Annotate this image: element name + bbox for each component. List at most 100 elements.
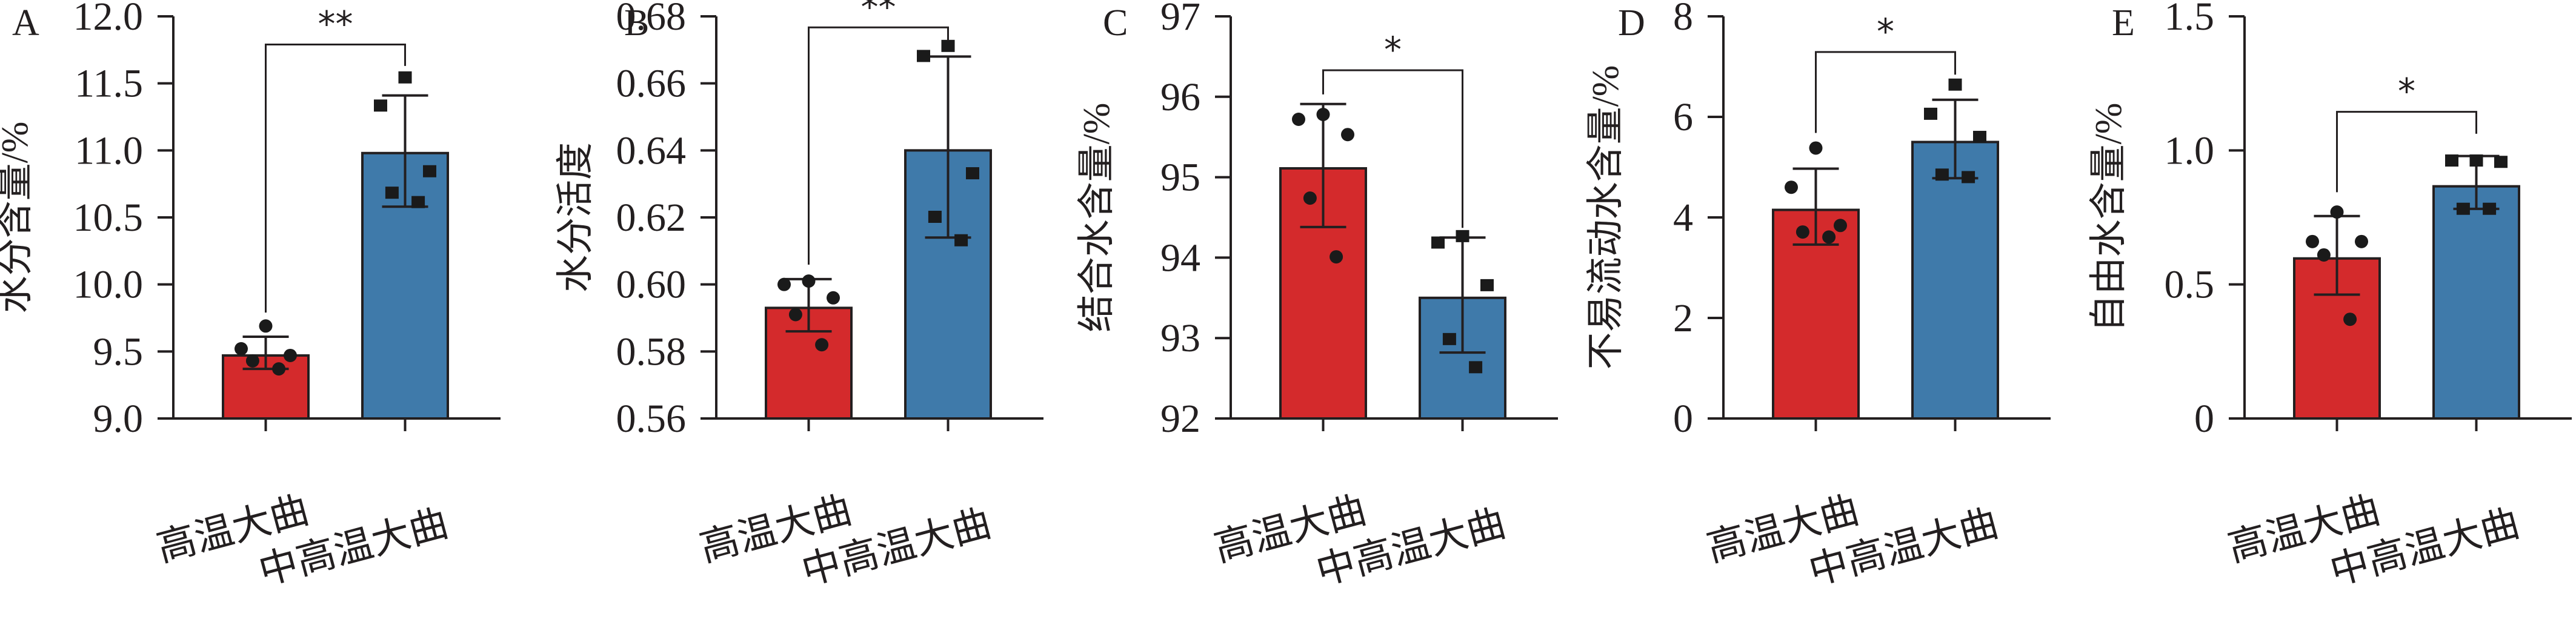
y-axis-title: 水分含量/% [0,122,36,314]
y-tick-label: 0.5 [2165,263,2215,307]
y-tick-label: 8 [1673,0,1693,39]
y-tick-label: 1.5 [2165,0,2215,39]
significance-bracket [1322,69,1463,228]
y-tick-label: 1.0 [2165,128,2215,173]
data-point-square [374,99,387,112]
y-axis-title: 结合水含量/% [1076,103,1117,332]
y-tick-label: 0.62 [616,196,687,240]
data-point-circle [2317,248,2331,262]
y-tick-label: 0 [1673,397,1693,441]
data-point-circle [2330,205,2344,219]
y-tick-label: 0.56 [616,397,687,441]
data-point-square [928,211,942,223]
data-point-circle [235,342,248,355]
data-point-circle [1834,219,1847,233]
y-tick-label: 6 [1673,95,1693,139]
y-tick-label: 12.0 [73,0,144,39]
panel-label: B [624,2,649,44]
data-point-circle [1809,141,1823,155]
data-point-square [1442,332,1456,345]
data-point-circle [1330,250,1343,264]
significance-bracket [808,26,949,265]
data-point-square [2469,154,2483,167]
y-tick-label: 97 [1160,0,1200,39]
data-point-square [1935,168,1949,181]
y-tick-label: 93 [1160,316,1200,360]
data-point-square [411,196,425,208]
data-point-square [1973,131,1986,144]
data-point-square [2445,154,2458,167]
data-point-circle [788,308,802,322]
data-point-square [917,50,930,62]
significance-label: * [1384,29,1402,70]
data-point-square [941,39,955,52]
y-tick-label: 94 [1160,236,1200,280]
y-tick-label: 11.5 [75,62,143,106]
data-point-square [398,71,412,84]
data-point-circle [1822,230,1836,244]
panel-label: C [1103,2,1128,44]
y-axis-title: 水分活度 [555,142,596,293]
data-point-square [1480,279,1494,291]
significance-bracket [2336,111,2477,193]
significance-bracket [265,43,406,313]
y-axis-title: 不易流动水含量/% [1585,65,1626,370]
data-point-square [954,234,968,246]
y-tick-label: 9.0 [93,397,144,441]
panel-label: E [2112,2,2135,44]
data-point-circle [2343,312,2357,326]
y-tick-label: 96 [1160,75,1200,119]
y-tick-label: 0 [2194,397,2214,441]
data-point-circle [2306,234,2319,248]
significance-label: * [2398,71,2415,112]
y-tick-label: 0.60 [616,263,687,307]
panel-label: A [12,2,39,44]
data-point-circle [1316,108,1330,122]
data-point-square [423,165,436,177]
y-tick-label: 9.5 [93,329,144,374]
y-tick-label: 0.68 [616,0,687,39]
data-point-circle [1796,225,1809,239]
panel-b: B水分活度0.560.580.600.620.640.660.68高温大曲中高温… [555,0,1043,593]
significance-label: ** [861,0,896,27]
y-tick-label: 11.0 [75,128,143,173]
data-point-circle [2355,234,2368,248]
y-axis-title: 自由水含量/% [2088,103,2129,332]
y-tick-label: 10.5 [73,196,144,240]
y-tick-label: 0.64 [616,128,687,173]
y-tick-label: 10.0 [73,263,144,307]
data-point-square [1456,230,1469,242]
data-point-circle [815,338,829,352]
data-point-circle [1341,128,1354,142]
data-point-square [1962,171,1975,184]
data-point-square [2494,156,2508,168]
data-point-circle [272,362,286,376]
data-point-circle [802,274,816,288]
y-tick-label: 4 [1673,196,1693,240]
data-point-square [966,167,979,180]
data-point-circle [1785,180,1798,194]
significance-label: * [1877,11,1894,52]
bar-mid-high-temp [1911,141,1999,420]
data-point-square [2456,202,2470,215]
panel-a: A水分含量/%9.09.510.010.511.011.512.0高温大曲中高温… [0,0,501,593]
y-tick-label: 95 [1160,156,1200,200]
data-point-circle [777,277,791,291]
data-point-circle [245,354,259,368]
data-point-circle [1292,112,1305,126]
data-point-square [1948,78,1962,91]
data-point-circle [1303,191,1317,205]
data-point-square [1924,107,1937,120]
panel-label: D [1618,2,1645,44]
data-point-circle [284,348,297,362]
data-point-circle [827,291,840,305]
data-point-square [1431,236,1445,249]
data-point-circle [259,319,273,333]
significance-label: ** [318,3,353,44]
y-tick-label: 92 [1160,397,1200,441]
data-point-square [2483,202,2497,215]
